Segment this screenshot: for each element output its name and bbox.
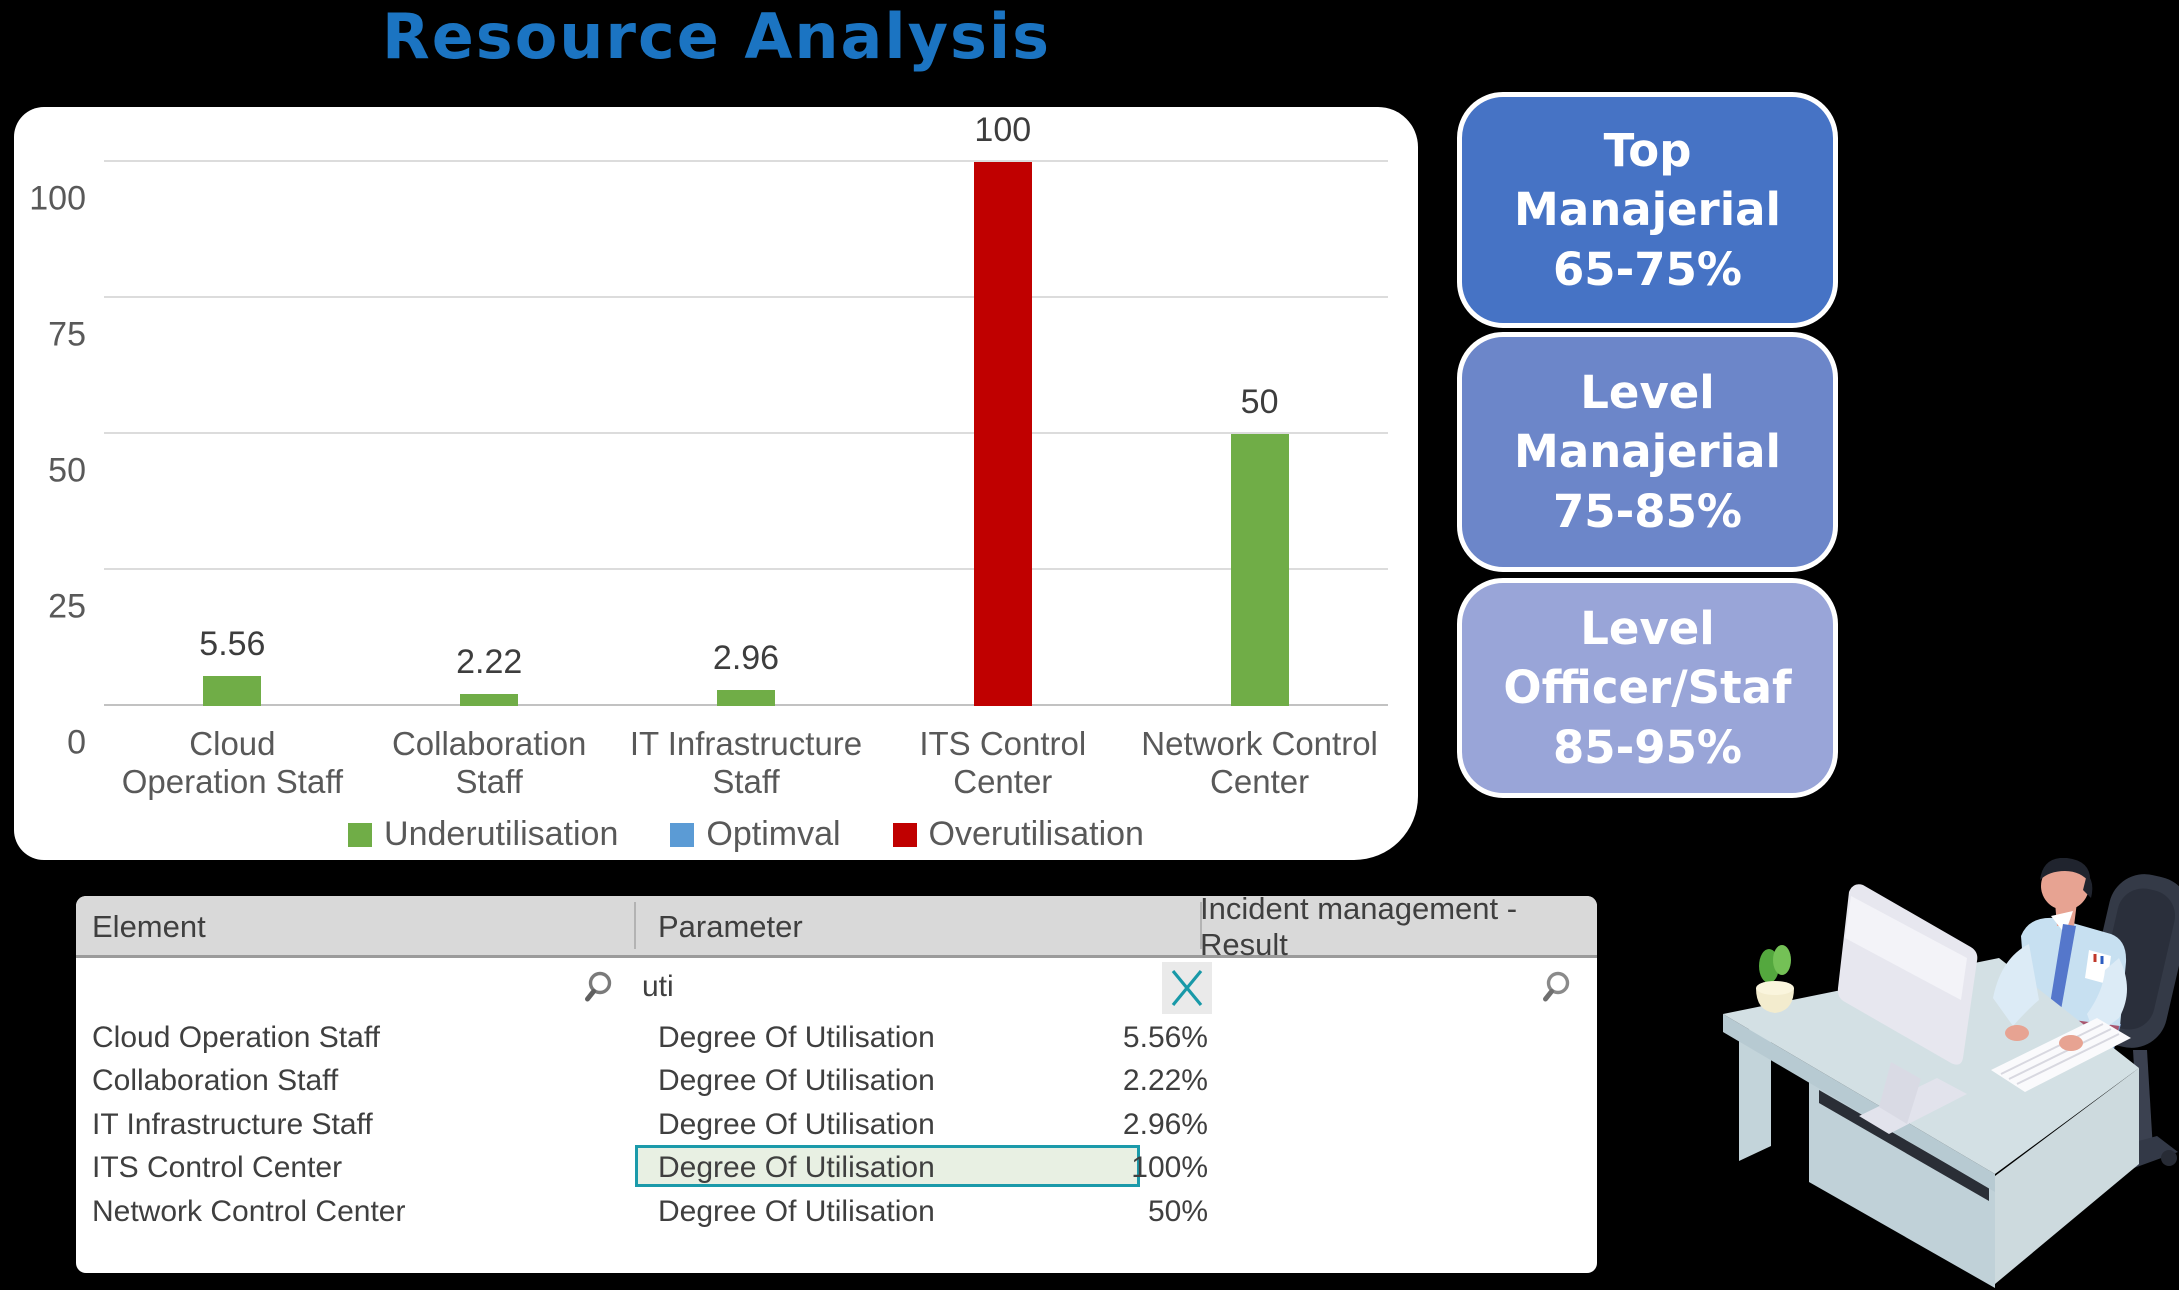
legend-swatch — [892, 822, 917, 847]
panel-level-officer-staff: Level Officer/Staf 85-95% — [1457, 578, 1838, 798]
result-value-cell: 2.22% — [1122, 1064, 1208, 1098]
computer-icon — [1837, 884, 1978, 1134]
result-value-cell: 100% — [1131, 1151, 1208, 1185]
parameter-cell[interactable]: Degree Of Utilisation — [658, 1151, 935, 1185]
category-label: IT Infrastructure Staff — [629, 725, 863, 800]
column-header-result: Incident management - Result — [1200, 891, 1518, 962]
panel-line: Manajerial — [1514, 183, 1781, 237]
cactus-icon — [1756, 945, 1794, 1013]
y-axis-tick: 50 — [48, 451, 86, 490]
result-value-cell: 2.96% — [1122, 1107, 1208, 1141]
element-cell[interactable]: IT Infrastructure Staff — [92, 1107, 373, 1141]
person-at-desk-illustration — [1723, 858, 2179, 1288]
y-axis-tick: 25 — [48, 587, 86, 626]
gridline: 25 — [48, 568, 1388, 626]
selected-cell-highlight — [635, 1144, 1140, 1187]
category-label: Cloud Operation Staff — [121, 725, 344, 800]
panel-line: 65-75% — [1552, 242, 1742, 296]
table-filter-row — [76, 958, 1597, 1016]
element-cell[interactable]: Network Control Center — [92, 1194, 406, 1228]
parameter-search-input[interactable] — [642, 966, 1072, 1008]
chart-legend: Underutilisation Optimval Overutilisation — [104, 815, 1388, 854]
panel-top-managerial: Top Manajerial 65-75% — [1457, 92, 1838, 328]
search-icon[interactable] — [584, 969, 620, 1005]
desk-icon — [1723, 958, 2139, 1288]
gridline: 75 — [48, 296, 1388, 354]
panel-line: Manajerial — [1514, 425, 1781, 479]
parameter-cell[interactable]: Degree Of Utilisation — [658, 1064, 935, 1098]
legend-swatch — [670, 822, 695, 847]
chart-bar — [1230, 434, 1289, 706]
legend-label: Optimval — [706, 815, 841, 853]
legend-label: Overutilisation — [928, 815, 1144, 853]
result-search-input[interactable] — [1276, 966, 1526, 1008]
panel-line: 75-85% — [1552, 484, 1742, 538]
utilisation-chart-card: 0 25 50 75 100 5.56 2.22 2.96 100 50 Cloud Operat… — [14, 107, 1418, 860]
bar-chart-plot-area: 0 25 50 75 100 5.56 2.22 2.96 100 50 — [29, 111, 1388, 762]
keyboard-icon — [1991, 1018, 2131, 1092]
panel-level-managerial: Level Manajerial 75-85% — [1457, 332, 1838, 572]
table-header-row: Element Parameter Incident management - … — [76, 891, 1597, 962]
chart-bar — [717, 689, 775, 706]
legend-item: Optimval — [670, 815, 841, 854]
bar-data-label: 50 — [1240, 383, 1279, 421]
column-header-element: Element — [92, 909, 206, 944]
legend-swatch — [348, 822, 373, 847]
person-arms — [1993, 944, 2083, 1051]
search-icon[interactable] — [1538, 969, 1574, 1005]
parameter-cell[interactable]: Degree Of Utilisation — [658, 1020, 935, 1054]
clear-filter-button[interactable] — [1162, 962, 1212, 1014]
close-icon — [1171, 969, 1203, 1007]
column-divider — [634, 902, 636, 949]
column-divider — [1200, 902, 1202, 949]
chart-bar — [973, 162, 1032, 706]
bar-data-label: 2.96 — [712, 638, 780, 677]
gridline: 50 — [48, 432, 1388, 490]
legend-label: Underutilisation — [384, 815, 619, 853]
chart-bar — [203, 675, 262, 706]
legend-item: Overutilisation — [892, 815, 1144, 854]
bar-data-label: 5.56 — [199, 624, 266, 663]
y-axis-tick: 75 — [48, 315, 86, 354]
panel-line: Top — [1603, 123, 1692, 177]
column-header-parameter: Parameter — [658, 909, 803, 944]
table-row[interactable]: Cloud Operation Staff Degree Of Utilisati… — [76, 1016, 1597, 1060]
category-label: Network Control Center — [1141, 725, 1378, 800]
parameter-cell[interactable]: Degree Of Utilisation — [658, 1107, 935, 1141]
bar-data-label: 100 — [974, 111, 1032, 149]
results-table: Element Parameter Incident management - … — [76, 891, 1597, 1273]
table-row[interactable]: Collaboration Staff Degree Of Utilisation… — [76, 1060, 1597, 1104]
panel-line: Level — [1580, 601, 1715, 655]
element-cell[interactable]: Collaboration Staff — [92, 1064, 339, 1098]
chart-bar — [460, 693, 519, 706]
table-row[interactable]: IT Infrastructure Staff Degree Of Utilisa… — [76, 1103, 1597, 1147]
gridline: 100 — [29, 160, 1388, 218]
category-label: ITS Control Center — [919, 725, 1087, 800]
y-axis-tick: 0 — [67, 723, 86, 762]
panel-line: Level — [1580, 365, 1715, 419]
element-cell[interactable]: Cloud Operation Staff — [92, 1020, 380, 1054]
table-body: Cloud Operation Staff Degree Of Utilisati… — [76, 1016, 1597, 1234]
legend-item: Underutilisation — [348, 815, 618, 854]
parameter-cell[interactable]: Degree Of Utilisation — [658, 1194, 935, 1228]
table-row[interactable]: ITS Control Center Degree Of Utilisation 1… — [76, 1144, 1597, 1191]
result-value-cell: 50% — [1147, 1194, 1208, 1228]
table-row[interactable]: Network Control Center Degree Of Utilisat… — [76, 1190, 1597, 1234]
result-value-cell: 5.56% — [1122, 1020, 1208, 1054]
page-title: Resource Analysis — [382, 0, 1052, 73]
chart-category-axis: Cloud Operation Staff Collaboration Staff… — [104, 725, 1388, 801]
y-axis-tick: 100 — [29, 179, 86, 218]
panel-line: Officer/Staf — [1503, 661, 1792, 715]
element-cell[interactable]: ITS Control Center — [92, 1151, 343, 1185]
category-label: Collaboration Staff — [391, 725, 587, 800]
bar-data-label: 2.22 — [456, 642, 523, 681]
panel-line: 85-95% — [1552, 720, 1742, 774]
